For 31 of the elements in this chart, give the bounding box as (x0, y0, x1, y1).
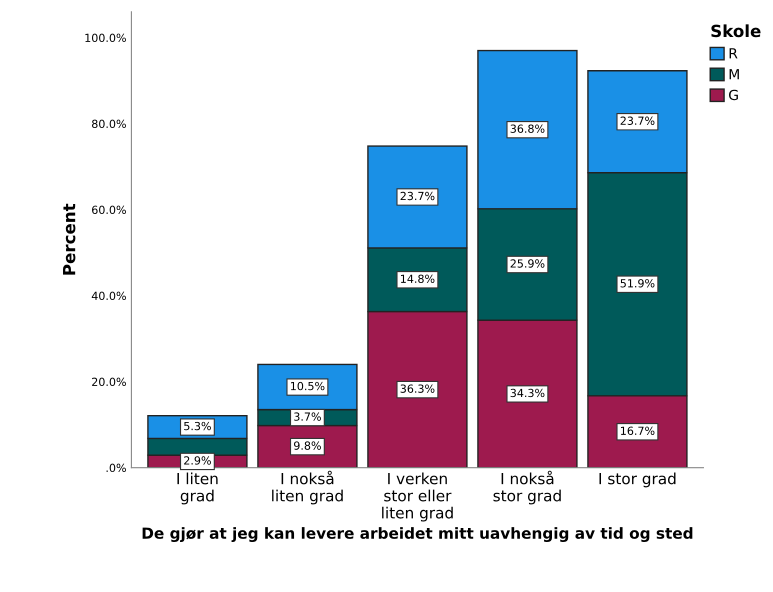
y-tick-label: 80.0% (92, 120, 126, 128)
y-tick-label: 100.0% (85, 34, 126, 42)
legend-title: Skole (711, 24, 761, 38)
y-tick-label: 40.0% (92, 292, 126, 300)
legend-label: M (730, 69, 739, 80)
x-axis-title: De gjør at jeg kan levere arbeidet mitt uavhengig av tid og sted (142, 527, 692, 542)
x-tick-label: I nokså liten grad (272, 470, 343, 504)
x-tick-label: I nokså stor grad (494, 470, 561, 504)
y-axis-title: Percent (63, 204, 76, 275)
data-label: 25.9% (510, 259, 544, 268)
data-label: 14.8% (400, 274, 434, 283)
y-tick-label: 60.0% (92, 206, 126, 214)
legend-label: R (730, 48, 738, 58)
data-label: 9.8% (294, 441, 321, 450)
legend-label: G (729, 90, 738, 100)
y-tick-label: .0% (106, 464, 126, 472)
data-label: 16.7% (621, 426, 654, 435)
data-label: 34.3% (510, 388, 544, 398)
data-label: 23.7% (400, 192, 434, 200)
data-label: 2.9% (184, 456, 211, 465)
data-label: 36.3% (400, 384, 434, 393)
data-label: 10.5% (290, 382, 324, 390)
x-tick-label: I verken stor eller liten grad (382, 472, 453, 522)
x-tick-label: I liten grad (177, 472, 218, 504)
y-tick-label: 20.0% (92, 378, 126, 386)
data-label: 36.8% (510, 124, 544, 133)
data-label: 3.7% (294, 412, 321, 421)
x-tick-label: I stor grad (600, 472, 676, 488)
data-label: 51.9% (620, 279, 654, 288)
data-label: 5.3% (184, 422, 211, 430)
data-label: 23.7% (620, 116, 654, 125)
